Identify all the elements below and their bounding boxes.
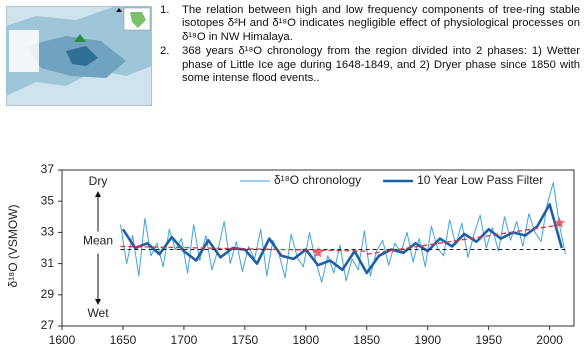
x-tick-label: 1950 (475, 333, 502, 347)
x-tick-label: 1650 (110, 333, 137, 347)
annotation-mean: Mean (83, 234, 113, 248)
x-tick-label: 1750 (232, 333, 259, 347)
annotation-dry: Dry (89, 174, 108, 188)
legend-label: δ¹⁸O chronology (274, 173, 361, 187)
page: 1. The relation between high and low freq… (0, 0, 585, 350)
y-tick-label: 35 (41, 193, 55, 207)
y-axis-label: δ¹⁸O (VSMOW) (6, 204, 20, 287)
study-area-map (6, 6, 152, 106)
y-tick-label: 31 (41, 256, 55, 270)
annotation-wet: Wet (87, 306, 109, 320)
event-marker (312, 247, 323, 258)
notes-list: 1. The relation between high and low freq… (160, 4, 580, 86)
y-tick-label: 33 (41, 225, 55, 239)
x-tick-label: 1800 (292, 333, 319, 347)
x-tick-label: 1700 (171, 333, 198, 347)
y-tick-label: 29 (41, 287, 55, 301)
legend-label: 10 Year Low Pass Filter (417, 173, 543, 187)
y-tick-label: 37 (41, 162, 55, 176)
x-tick-label: 1600 (49, 333, 76, 347)
x-tick-label: 1900 (414, 333, 441, 347)
chart: δ¹⁸O (VSMOW) 27 29 31 33 35 37 1600 1650 1700 175… (0, 150, 585, 350)
note-text: 368 years δ¹⁸O chronology from the regio… (182, 45, 580, 85)
note-number: 2. (160, 45, 169, 58)
y-tick-label: 27 (41, 318, 55, 332)
note-item: 2. 368 years δ¹⁸O chronology from the reg… (160, 45, 580, 85)
x-tick-label: 1850 (353, 333, 380, 347)
note-number: 1. (160, 4, 169, 17)
note-text: The relation between high and low freque… (182, 4, 580, 44)
note-item: 1. The relation between high and low freq… (160, 4, 580, 44)
x-tick-label: 2000 (536, 333, 563, 347)
